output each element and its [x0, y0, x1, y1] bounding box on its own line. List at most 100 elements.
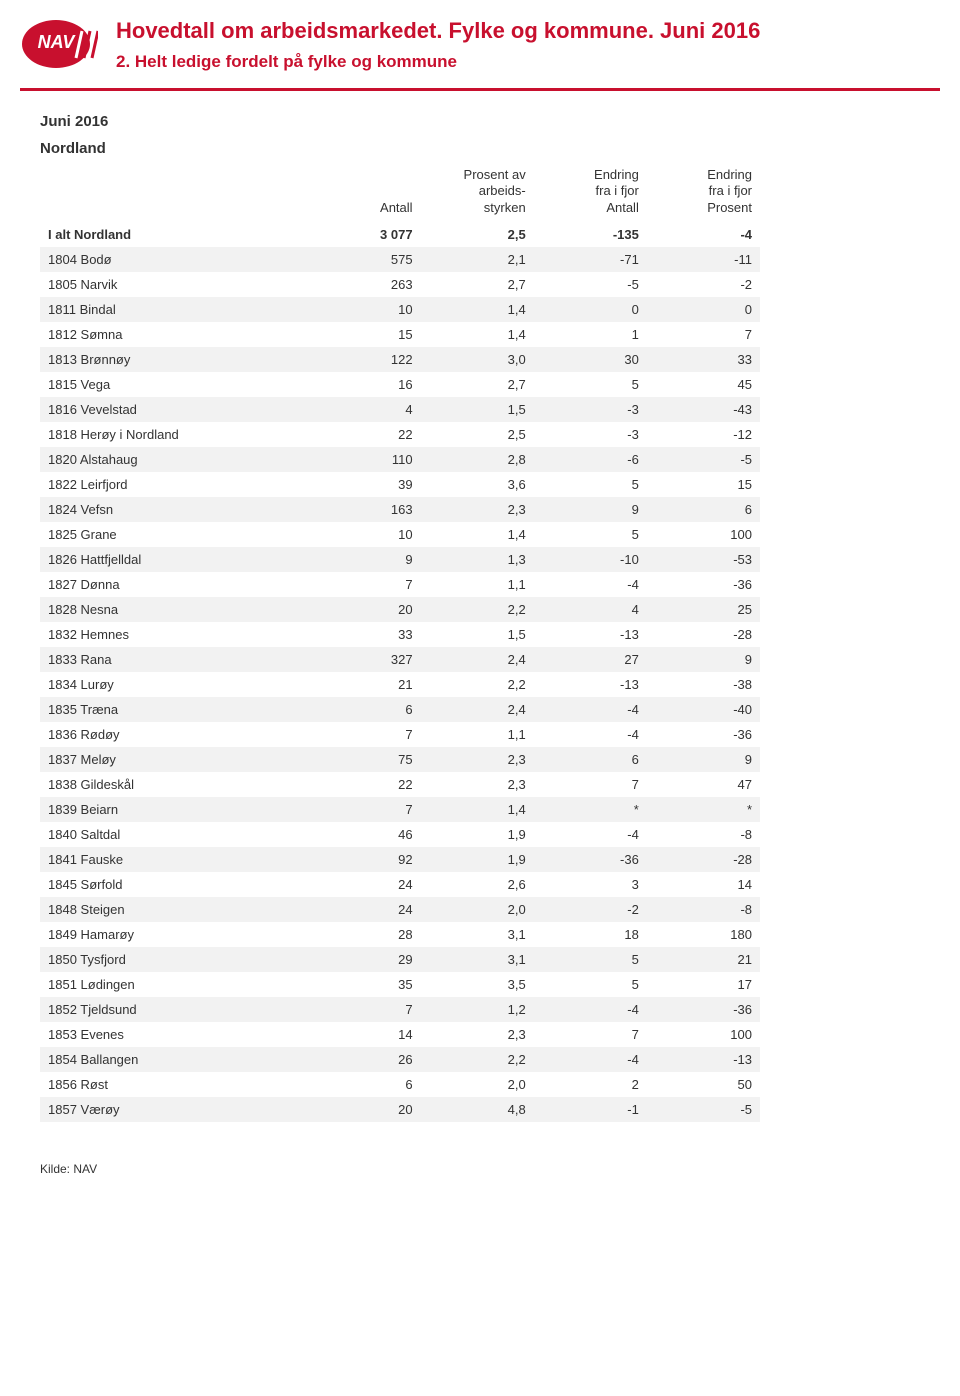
nav-logo: NAV — [20, 18, 98, 70]
cell-pct: 2,6 — [421, 872, 534, 897]
cell-d-ant: -135 — [534, 222, 647, 247]
cell-d_pct: * — [647, 797, 760, 822]
table-row: 1826 Hattfjelldal91,3-10-53 — [40, 547, 760, 572]
cell-d_pct: -13 — [647, 1047, 760, 1072]
col-header-change-pct: Endring fra i fjor Prosent — [647, 163, 760, 222]
cell-antall: 7 — [307, 997, 420, 1022]
cell-antall: 39 — [307, 472, 420, 497]
cell-d_pct: 0 — [647, 297, 760, 322]
cell-antall: 10 — [307, 297, 420, 322]
table-row: 1815 Vega162,7545 — [40, 372, 760, 397]
table-row: 1850 Tysfjord293,1521 — [40, 947, 760, 972]
table-row: 1857 Værøy204,8-1-5 — [40, 1097, 760, 1122]
cell-antall: 28 — [307, 922, 420, 947]
cell-antall: 163 — [307, 497, 420, 522]
cell-antall: 46 — [307, 822, 420, 847]
cell-d_pct: 25 — [647, 597, 760, 622]
cell-pct: 1,9 — [421, 822, 534, 847]
cell-name: 1824 Vefsn — [40, 497, 307, 522]
cell-pct: 1,1 — [421, 572, 534, 597]
cell-d-pct: -4 — [647, 222, 760, 247]
table-row: 1834 Lurøy212,2-13-38 — [40, 672, 760, 697]
cell-antall: 92 — [307, 847, 420, 872]
cell-d_ant: -36 — [534, 847, 647, 872]
cell-pct: 2,3 — [421, 772, 534, 797]
cell-antall: 20 — [307, 597, 420, 622]
cell-antall: 35 — [307, 972, 420, 997]
table-row: 1820 Alstahaug1102,8-6-5 — [40, 447, 760, 472]
cell-antall: 24 — [307, 872, 420, 897]
cell-pct: 4,8 — [421, 1097, 534, 1122]
cell-d_pct: -28 — [647, 622, 760, 647]
page-header: NAV Hovedtall om arbeidsmarkedet. Fylke … — [0, 0, 960, 78]
cell-d_pct: 50 — [647, 1072, 760, 1097]
cell-name: 1852 Tjeldsund — [40, 997, 307, 1022]
table-row: 1840 Saltdal461,9-4-8 — [40, 822, 760, 847]
cell-d_pct: -5 — [647, 1097, 760, 1122]
cell-d_ant: 9 — [534, 497, 647, 522]
cell-pct: 2,7 — [421, 272, 534, 297]
cell-pct: 2,3 — [421, 747, 534, 772]
col-header-change-antall: Endring fra i fjor Antall — [534, 163, 647, 222]
cell-d_pct: -36 — [647, 572, 760, 597]
cell-name: 1839 Beiarn — [40, 797, 307, 822]
cell-antall: 16 — [307, 372, 420, 397]
cell-pct: 1,5 — [421, 397, 534, 422]
table-row: 1854 Ballangen262,2-4-13 — [40, 1047, 760, 1072]
cell-pct: 1,3 — [421, 547, 534, 572]
cell-d_pct: 17 — [647, 972, 760, 997]
cell-d_pct: -36 — [647, 997, 760, 1022]
cell-antall: 29 — [307, 947, 420, 972]
cell-d_pct: 6 — [647, 497, 760, 522]
cell-d_ant: -4 — [534, 572, 647, 597]
table-row: 1845 Sørfold242,6314 — [40, 872, 760, 897]
cell-name: 1818 Herøy i Nordland — [40, 422, 307, 447]
cell-name: 1841 Fauske — [40, 847, 307, 872]
cell-d_ant: 5 — [534, 372, 647, 397]
table-row: 1833 Rana3272,4279 — [40, 647, 760, 672]
cell-d_ant: 5 — [534, 972, 647, 997]
cell-d_ant: -4 — [534, 1047, 647, 1072]
table-row: 1828 Nesna202,2425 — [40, 597, 760, 622]
cell-pct: 2,4 — [421, 647, 534, 672]
cell-d_ant: 0 — [534, 297, 647, 322]
cell-d_ant: -71 — [534, 247, 647, 272]
table-row: 1853 Evenes142,37100 — [40, 1022, 760, 1047]
table-row: 1818 Herøy i Nordland222,5-3-12 — [40, 422, 760, 447]
cell-d_ant: 6 — [534, 747, 647, 772]
table-row: 1804 Bodø5752,1-71-11 — [40, 247, 760, 272]
table-row: 1822 Leirfjord393,6515 — [40, 472, 760, 497]
cell-name: 1840 Saltdal — [40, 822, 307, 847]
table-row: 1837 Meløy752,369 — [40, 747, 760, 772]
cell-antall: 20 — [307, 1097, 420, 1122]
cell-pct: 1,9 — [421, 847, 534, 872]
cell-d_pct: 100 — [647, 1022, 760, 1047]
cell-d_pct: 9 — [647, 747, 760, 772]
cell-pct: 3,1 — [421, 947, 534, 972]
cell-antall: 9 — [307, 547, 420, 572]
cell-antall: 22 — [307, 422, 420, 447]
cell-pct: 2,5 — [421, 422, 534, 447]
cell-name: 1834 Lurøy — [40, 672, 307, 697]
col-header-name — [40, 163, 307, 222]
cell-d_pct: 9 — [647, 647, 760, 672]
col-header-antall: Antall — [307, 163, 420, 222]
cell-antall: 7 — [307, 797, 420, 822]
cell-d_ant: -4 — [534, 822, 647, 847]
cell-pct: 1,2 — [421, 997, 534, 1022]
cell-d_pct: 45 — [647, 372, 760, 397]
cell-antall: 3 077 — [307, 222, 420, 247]
cell-name: 1849 Hamarøy — [40, 922, 307, 947]
cell-antall: 26 — [307, 1047, 420, 1072]
cell-d_ant: 3 — [534, 872, 647, 897]
cell-pct: 2,3 — [421, 497, 534, 522]
cell-name: 1837 Meløy — [40, 747, 307, 772]
table-row: 1836 Rødøy71,1-4-36 — [40, 722, 760, 747]
table-row: 1849 Hamarøy283,118180 — [40, 922, 760, 947]
cell-d_pct: -8 — [647, 897, 760, 922]
cell-name: 1856 Røst — [40, 1072, 307, 1097]
cell-d_ant: 5 — [534, 472, 647, 497]
cell-pct: 2,7 — [421, 372, 534, 397]
cell-d_pct: 33 — [647, 347, 760, 372]
cell-d_pct: -28 — [647, 847, 760, 872]
